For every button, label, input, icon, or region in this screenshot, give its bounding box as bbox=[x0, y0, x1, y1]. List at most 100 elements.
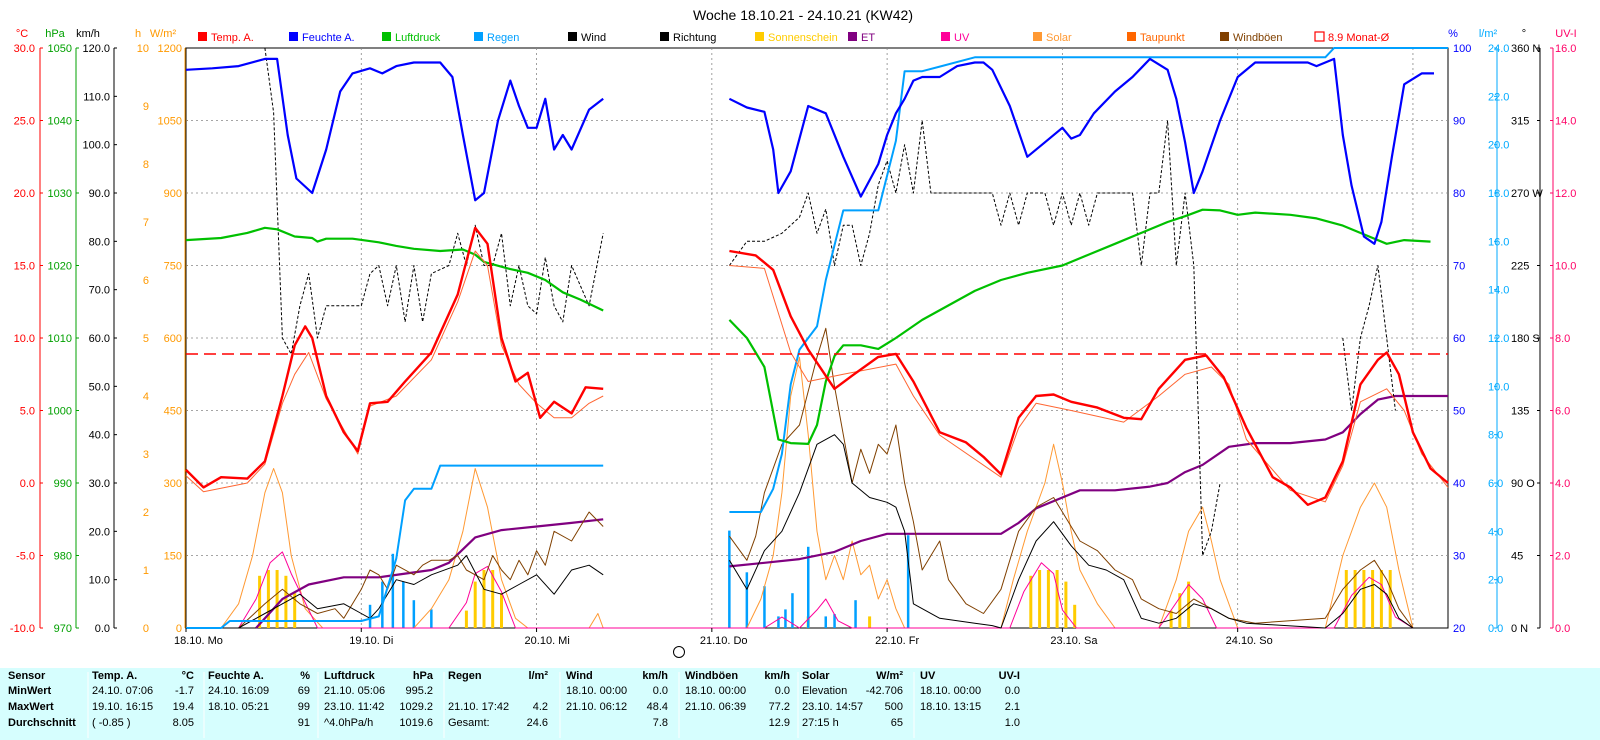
stats-gust-value: 12.9 bbox=[769, 717, 790, 729]
stats-panel: Sensor Temp. A. °C Feuchte A.% Luftdruck hPa R… bbox=[0, 668, 1600, 740]
stats-header-temp: Temp. A. bbox=[92, 670, 137, 682]
stats-press-time: ^4.0hPa/h bbox=[324, 717, 373, 729]
legend-swatch bbox=[382, 32, 391, 41]
sonnenschein-bar bbox=[464, 610, 468, 628]
stats-rain-time: 21.10. 17:42 bbox=[448, 701, 509, 713]
axis-unit-label: h bbox=[135, 28, 141, 40]
legend-label: ET bbox=[861, 32, 875, 44]
stats-header-rain: Regen bbox=[448, 670, 482, 682]
axis-unit-label: % bbox=[1448, 28, 1458, 40]
stats-temp-value: 8.05 bbox=[173, 717, 194, 729]
axis-unit-label: ° bbox=[1522, 28, 1526, 40]
axis-tick-label: 10.0 bbox=[14, 333, 35, 345]
stats-header-pressure-unit: hPa bbox=[413, 670, 434, 682]
axis-tick-label: 50 bbox=[1453, 406, 1465, 418]
sonnenschein-bar bbox=[1388, 570, 1392, 628]
axis-tick-label: 10.0 bbox=[1488, 381, 1509, 393]
sonnenschein-bar bbox=[1029, 575, 1033, 628]
stats-gust-time: 21.10. 06:39 bbox=[685, 701, 746, 713]
stats-header-temp-unit: °C bbox=[182, 670, 194, 682]
regen-stunde-bar bbox=[368, 604, 372, 628]
axis-tick-label: 970 bbox=[54, 623, 72, 635]
axis-tick-label: 900 bbox=[164, 188, 182, 200]
axis-tick-label: 20.0 bbox=[14, 188, 35, 200]
stats-press-value: 1029.2 bbox=[399, 701, 433, 713]
line-series bbox=[185, 47, 1449, 629]
axis-tick-label: 60.0 bbox=[89, 333, 110, 345]
x-tick-label: 22.10. Fr bbox=[875, 635, 919, 647]
stats-gust-time: 18.10. 00:00 bbox=[685, 685, 746, 697]
axis-tick-label: 90.0 bbox=[89, 188, 110, 200]
regen-stunde-bar bbox=[728, 530, 731, 628]
sonnenschein-bar bbox=[1379, 570, 1383, 628]
stats-header-humidity-unit: % bbox=[300, 670, 310, 682]
x-tick-label: 21.10. Do bbox=[700, 635, 748, 647]
axis-tick-label: 225 bbox=[1511, 261, 1529, 273]
axis-unit-label: km/h bbox=[76, 28, 100, 40]
stats-press-time: 21.10. 05:06 bbox=[324, 685, 385, 697]
stats-solar-value: 65 bbox=[891, 717, 903, 729]
stats-wind-time: 21.10. 06:12 bbox=[566, 701, 627, 713]
stats-press-time: 23.10. 11:42 bbox=[324, 701, 384, 713]
x-tick-label: 23.10. Sa bbox=[1050, 635, 1098, 647]
axis-tick-label: 4 bbox=[143, 391, 149, 403]
stats-wind-value: 7.8 bbox=[653, 717, 668, 729]
stats-solar-value: -42.706 bbox=[866, 685, 903, 697]
legend-swatch bbox=[755, 32, 764, 41]
wind-line bbox=[186, 434, 1448, 629]
axis-tick-label: 1020 bbox=[48, 261, 72, 273]
legend-label: Temp. A. bbox=[211, 32, 254, 44]
axis-tick-label: 24.0 bbox=[1488, 43, 1509, 55]
axis-tick-label: 6.0 bbox=[1555, 406, 1570, 418]
regen-stunde-bar bbox=[824, 616, 827, 628]
stats-temp-time: 19.10. 16:15 bbox=[92, 701, 153, 713]
axis-tick-label: 40 bbox=[1453, 478, 1465, 490]
stats-uv-time: 18.10. 13:15 bbox=[920, 701, 981, 713]
stats-header-pressure: Luftdruck bbox=[324, 670, 376, 682]
stats-uv-value: 0.0 bbox=[1005, 685, 1020, 697]
axis-tick-label: 3 bbox=[143, 449, 149, 461]
stats-gust-value: 77.2 bbox=[769, 701, 790, 713]
regen-stunde-bar bbox=[777, 616, 780, 628]
axis-unit-label: W/m² bbox=[150, 28, 177, 40]
legend-swatch bbox=[848, 32, 857, 41]
regen-stunde-bar bbox=[791, 593, 794, 628]
legend-swatch bbox=[1127, 32, 1136, 41]
axis-tick-label: 20.0 bbox=[89, 526, 110, 538]
sonnenschein-bar bbox=[1046, 570, 1050, 628]
stats-temp-value: -1.7 bbox=[175, 685, 194, 697]
axis-tick-label: 450 bbox=[164, 406, 182, 418]
temp-a-line bbox=[185, 226, 1449, 506]
axis-unit-label: °C bbox=[16, 28, 28, 40]
axis-tick-label: 70 bbox=[1453, 261, 1465, 273]
axis-tick-label: 45 bbox=[1511, 551, 1523, 563]
axis-tick-label: 1040 bbox=[48, 116, 72, 128]
axis-tick-label: 750 bbox=[164, 261, 182, 273]
stats-gust-value: 0.0 bbox=[775, 685, 790, 697]
axis-tick-label: 4.0 bbox=[1488, 526, 1503, 538]
sonnenschein-bar bbox=[1038, 570, 1042, 628]
axis-tick-label: 90 bbox=[1453, 116, 1465, 128]
sonnenschein-bar bbox=[1064, 581, 1068, 628]
sonnenschein-bar bbox=[868, 616, 872, 628]
legend-swatch bbox=[1033, 32, 1042, 41]
legend-label: Feuchte A. bbox=[302, 32, 355, 44]
sonnenschein-bar bbox=[1073, 604, 1077, 628]
axis-tick-label: 2.0 bbox=[1488, 575, 1503, 587]
x-tick-label: 20.10. Mi bbox=[525, 635, 570, 647]
regen-stunde-bar bbox=[412, 600, 416, 628]
stats-uv-value: 2.1 bbox=[1005, 701, 1020, 713]
sonnenschein-bar bbox=[293, 593, 297, 628]
regen-stunde-bar bbox=[763, 586, 766, 628]
x-tick-label: 24.10. So bbox=[1226, 635, 1273, 647]
legend-label: Regen bbox=[487, 32, 519, 44]
stats-header-solar: Solar bbox=[802, 670, 830, 682]
axis-tick-label: 18.0 bbox=[1488, 188, 1509, 200]
sonnenschein-bar bbox=[266, 570, 270, 628]
axis-tick-label: 980 bbox=[54, 551, 72, 563]
axis-tick-label: 16.0 bbox=[1488, 236, 1509, 248]
stats-press-value: 1019.6 bbox=[399, 717, 433, 729]
stats-header-rain-unit: l/m² bbox=[528, 670, 548, 682]
axis-tick-label: 9 bbox=[143, 101, 149, 113]
stats-solar-time: 23.10. 14:57 bbox=[802, 701, 863, 713]
